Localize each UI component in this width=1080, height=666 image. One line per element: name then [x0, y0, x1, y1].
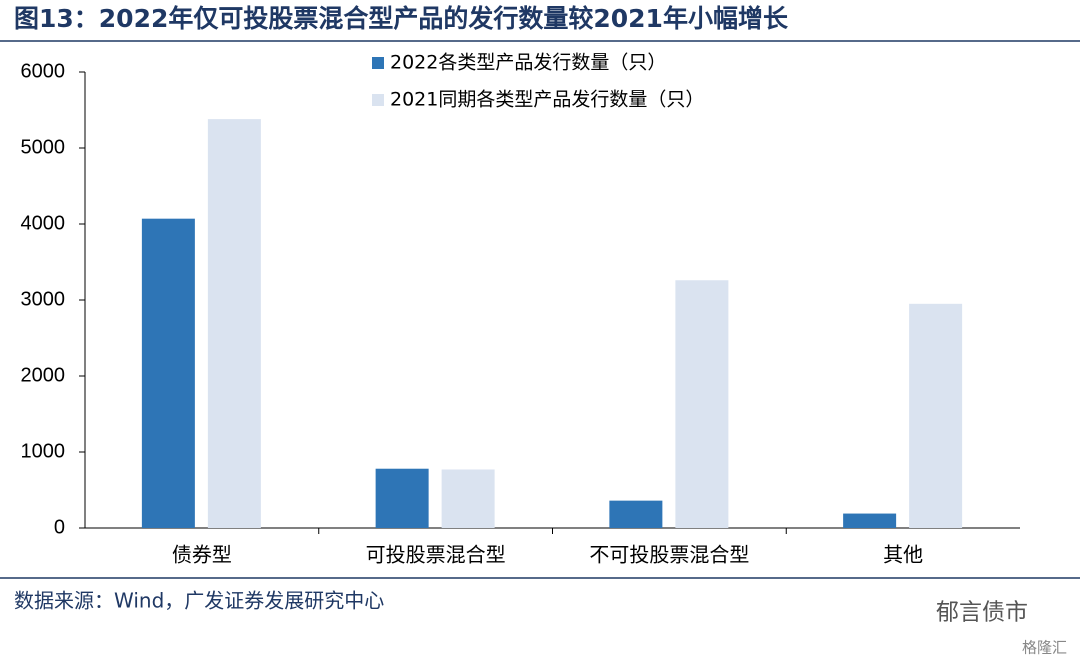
bar	[909, 303, 963, 528]
bar	[207, 119, 261, 529]
y-tick-label: 6000	[21, 60, 66, 82]
chart-title: 图13：2022年仅可投股票混合型产品的发行数量较2021年小幅增长	[14, 4, 789, 33]
watermark-2: 格隆汇	[1022, 639, 1067, 657]
legend-swatch	[372, 57, 384, 69]
x-tick-label: 可投股票混合型	[366, 543, 506, 567]
y-tick-label: 1000	[21, 440, 66, 462]
bar	[441, 469, 495, 528]
source: 数据来源：Wind，广发证券发展研究中心	[14, 589, 384, 613]
bar	[843, 513, 897, 528]
y-tick-label: 5000	[21, 136, 66, 158]
legend-swatch	[372, 94, 384, 106]
y-tick-label: 4000	[21, 212, 66, 234]
x-tick-label: 其他	[883, 543, 923, 567]
watermark: 郁言债市	[936, 600, 1028, 626]
legend-label: 2021同期各类型产品发行数量（只）	[390, 89, 704, 111]
y-tick-label: 0	[54, 516, 65, 538]
bar	[375, 468, 429, 528]
legend-label: 2022各类型产品发行数量（只）	[390, 52, 666, 74]
y-tick-label: 3000	[21, 288, 66, 310]
bar	[675, 280, 729, 528]
x-tick-label: 不可投股票混合型	[589, 543, 749, 567]
bar	[609, 500, 663, 528]
x-tick-label: 债券型	[172, 543, 232, 567]
y-tick-label: 2000	[21, 364, 66, 386]
bar	[141, 218, 195, 528]
